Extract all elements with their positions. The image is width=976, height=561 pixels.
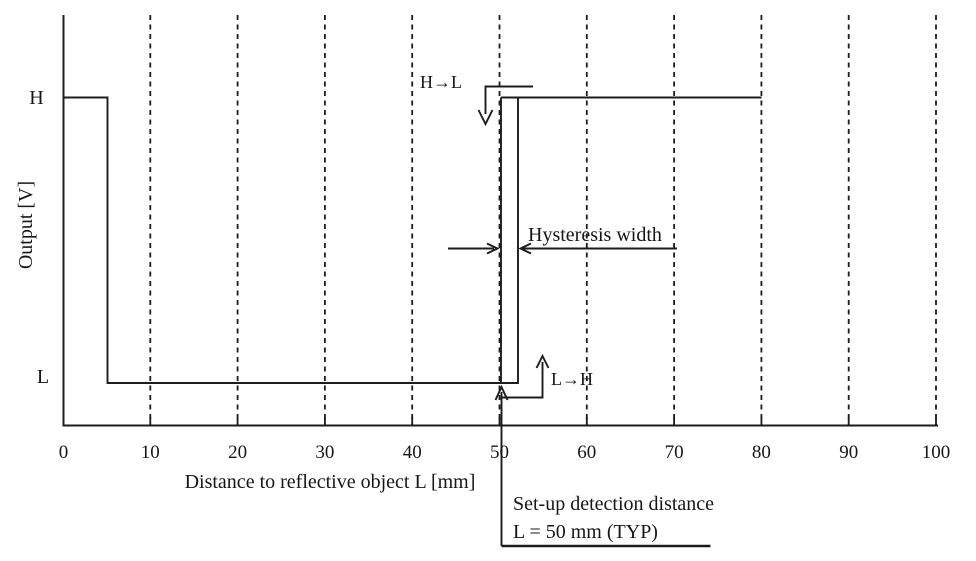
- x-tick-50: 50: [490, 442, 509, 463]
- arrow-left-icon: [518, 242, 532, 255]
- arrow-up-icon: [494, 384, 509, 401]
- setup-distance-line1: Set-up detection distance: [513, 493, 714, 515]
- x-tick-labels: 0 10 20 30 40 50 60 70 80 90 100: [59, 442, 951, 463]
- setup-distance-line2: L = 50 mm (TYP): [513, 521, 658, 543]
- x-tick-0: 0: [59, 442, 69, 463]
- l-to-h-arrow: [502, 353, 550, 399]
- x-tick-30: 30: [315, 442, 334, 463]
- hysteresis-measure: [448, 242, 677, 255]
- x-tick-80: 80: [752, 442, 771, 463]
- x-axis-ticks: [149, 417, 937, 425]
- x-tick-10: 10: [141, 442, 160, 463]
- h-to-l-arrow: [477, 85, 533, 127]
- output-sweep-path: [63, 96, 519, 384]
- gridlines: [149, 15, 937, 425]
- arrow-down-icon: [477, 109, 494, 127]
- x-axis-title: Distance to reflective object L [mm]: [185, 471, 476, 493]
- l-to-h-label: L→H: [551, 369, 593, 389]
- h-to-l-label: H→L: [420, 72, 462, 92]
- l-to-h-arrow-elbow: [502, 362, 544, 399]
- x-tick-90: 90: [839, 442, 858, 463]
- y-axis-title: Output [V]: [15, 181, 37, 269]
- y-tick-label-high: H: [29, 87, 43, 109]
- arrow-right-icon: [486, 242, 500, 255]
- arrow-up-icon: [535, 353, 550, 369]
- hysteresis-width-label: Hysteresis width: [528, 224, 662, 246]
- x-tick-100: 100: [922, 442, 951, 463]
- x-tick-60: 60: [577, 442, 596, 463]
- h-to-l-arrow-elbow: [484, 85, 533, 114]
- output-curve: [63, 96, 762, 384]
- y-tick-label-low: L: [37, 366, 49, 388]
- x-tick-70: 70: [665, 442, 684, 463]
- x-tick-40: 40: [403, 442, 422, 463]
- x-tick-20: 20: [228, 442, 247, 463]
- setup-pointer: [494, 384, 711, 548]
- axes: [62, 15, 938, 427]
